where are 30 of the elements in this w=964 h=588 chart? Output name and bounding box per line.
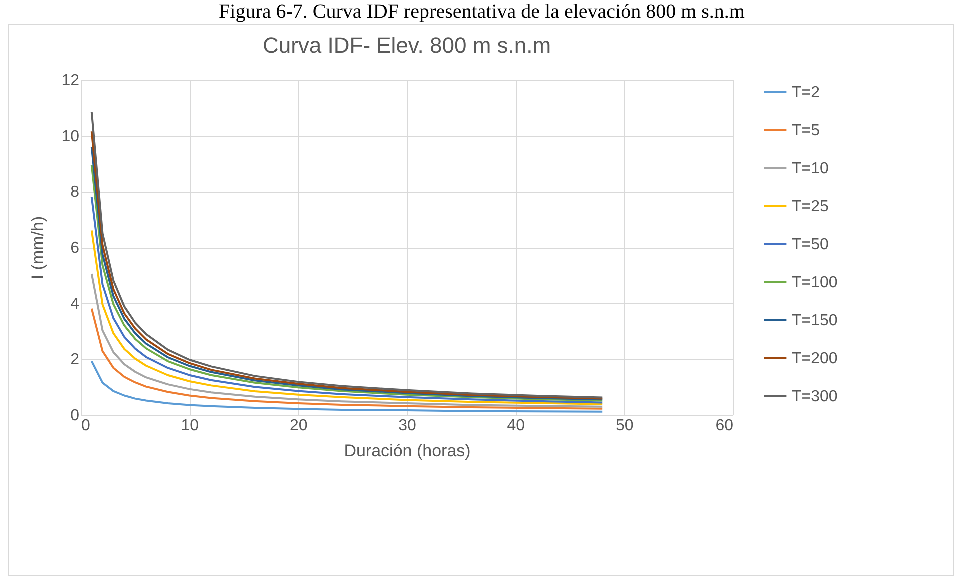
y-tick-label: 10 <box>62 128 80 146</box>
x-tick-label: 60 <box>716 418 734 434</box>
legend-label: T=200 <box>792 350 838 368</box>
y-tick-label: 4 <box>70 296 80 313</box>
x-tick-label: 50 <box>616 418 634 434</box>
legend-label: T=25 <box>792 198 830 216</box>
y-tick-label: 8 <box>70 184 80 202</box>
x-tick-label: 0 <box>82 418 90 434</box>
x-tick-label: 10 <box>181 418 200 434</box>
legend-label: T=10 <box>792 160 830 178</box>
legend-label: T=300 <box>792 388 838 406</box>
x-tick-label: 20 <box>290 418 308 434</box>
chart-title: Curva IDF- Elev. 800 m s.n.m <box>262 33 552 58</box>
y-tick-label: 12 <box>62 72 80 90</box>
legend-label: T=2 <box>792 84 820 102</box>
x-axis-title: Duración (horas) <box>344 442 471 460</box>
line-series <box>90 273 604 408</box>
text: Figura 6-7. Curva IDF representativa de la elevación 800 m s.n.m <box>218 0 746 24</box>
legend-label: T=150 <box>792 312 838 330</box>
x-tick-label: 40 <box>507 418 526 434</box>
y-axis-title: I (mm/h) <box>28 216 48 280</box>
y-tick-label: 6 <box>70 240 80 257</box>
legend-label: T=100 <box>792 274 838 292</box>
line-series <box>90 230 604 406</box>
legend-label: T=5 <box>792 122 820 140</box>
line-series <box>90 308 604 410</box>
y-tick-label: 2 <box>70 352 80 369</box>
line-series <box>90 360 604 413</box>
x-tick-label: 30 <box>398 418 416 434</box>
legend-label: T=50 <box>792 236 830 254</box>
